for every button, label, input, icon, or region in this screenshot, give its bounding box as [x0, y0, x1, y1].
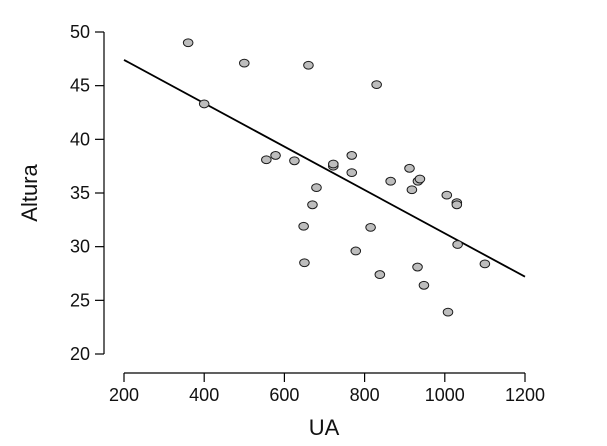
data-point	[365, 222, 376, 232]
data-point	[451, 200, 463, 210]
data-point	[299, 258, 310, 268]
data-point	[298, 221, 309, 231]
x-tick-label: 400	[189, 385, 219, 405]
x-tick-label: 600	[269, 385, 299, 405]
y-axis: 20 25 30 35 40 45 50	[70, 22, 105, 364]
data-point	[406, 185, 418, 195]
data-point	[385, 176, 396, 186]
y-tick-label: 45	[70, 76, 90, 96]
data-point	[198, 99, 210, 109]
data-point	[328, 159, 339, 169]
data-point	[442, 307, 454, 317]
data-point	[270, 151, 281, 160]
data-point	[289, 156, 300, 166]
data-point	[350, 246, 362, 256]
data-point	[418, 280, 430, 290]
data-point	[414, 174, 426, 184]
data-point	[452, 240, 463, 249]
x-tick-label: 200	[109, 385, 139, 405]
data-point	[182, 38, 194, 48]
y-axis-title: Altura	[17, 164, 42, 222]
data-point	[479, 259, 491, 269]
x-tick-label: 1000	[425, 385, 465, 405]
data-point	[311, 183, 322, 193]
data-point	[412, 262, 423, 272]
data-point	[346, 151, 358, 160]
data-point	[307, 200, 318, 210]
y-tick-label: 20	[70, 344, 90, 364]
regression-line	[123, 59, 526, 278]
data-point	[441, 190, 453, 200]
x-axis-title: UA	[309, 415, 340, 440]
x-tick-label: 1200	[505, 385, 545, 405]
data-point	[261, 155, 272, 165]
data-point	[404, 163, 415, 173]
data-point	[346, 168, 358, 178]
data-points	[182, 38, 491, 317]
x-axis: 200 400 600 800 1000 1200	[109, 372, 545, 405]
data-point	[239, 58, 250, 68]
x-tick-label: 800	[350, 385, 380, 405]
y-tick-label: 50	[70, 22, 90, 42]
y-tick-label: 25	[70, 290, 90, 310]
data-point	[374, 270, 386, 279]
data-point	[303, 60, 314, 70]
y-tick-label: 35	[70, 183, 90, 203]
y-tick-label: 40	[70, 129, 90, 149]
y-tick-label: 30	[70, 237, 90, 257]
data-point	[371, 80, 382, 89]
